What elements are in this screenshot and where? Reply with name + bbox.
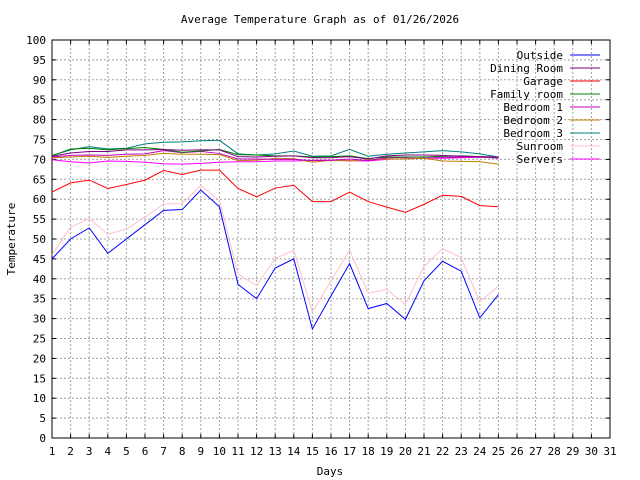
legend-label-bedroom-1: Bedroom 1 [503,101,563,114]
series-line-bedroom-2 [51,152,499,165]
series-line-garage [51,169,499,213]
x-tick-label: 25 [492,445,505,458]
grid [52,40,610,438]
x-tick-label: 28 [548,445,561,458]
y-axis-label: Temperature [5,203,18,276]
series-line-sunroom [51,185,499,314]
legend-label-sunroom: Sunroom [517,140,564,153]
series-line-dining-room [51,148,499,160]
x-tick-label: 15 [306,445,319,458]
x-tick-label: 10 [213,445,226,458]
x-tick-label: 20 [399,445,412,458]
x-tick-label: 14 [287,445,301,458]
series-lines [51,139,499,331]
legend-label-family-room: Family room [490,88,563,101]
legend-label-servers: Servers [517,153,563,166]
y-tick-label: 0 [39,432,46,445]
y-tick-label: 70 [33,153,46,166]
x-tick-label: 17 [343,445,356,458]
x-tick-label: 22 [436,445,449,458]
y-tick-label: 95 [33,54,46,67]
series-line-outside [51,189,499,331]
x-axis-ticks: 1 2 3 4 5 6 7 8 9 10 11 12 13 14 15 16 17 18 19 20 21 22 23 24 2… [49,40,617,458]
y-tick-label: 60 [33,193,46,206]
y-tick-label: 10 [33,392,46,405]
x-tick-label: 3 [86,445,93,458]
x-tick-label: 30 [585,445,598,458]
x-tick-label: 27 [529,445,542,458]
y-tick-label: 75 [33,134,46,147]
x-tick-label: 7 [160,445,167,458]
x-tick-label: 12 [250,445,263,458]
x-tick-label: 8 [179,445,186,458]
x-tick-label: 19 [380,445,393,458]
y-tick-label: 80 [33,114,46,127]
x-tick-label: 5 [123,445,130,458]
x-tick-label: 26 [510,445,523,458]
x-tick-label: 2 [67,445,74,458]
y-tick-label: 5 [39,412,46,425]
y-tick-label: 100 [26,34,46,47]
x-tick-label: 1 [49,445,56,458]
y-tick-label: 85 [33,94,46,107]
y-tick-label: 65 [33,173,46,186]
chart-title: Average Temperature Graph as of 01/26/20… [181,13,459,26]
y-tick-label: 50 [33,233,46,246]
y-tick-label: 35 [33,293,46,306]
y-tick-label: 40 [33,273,46,286]
x-tick-label: 16 [324,445,337,458]
legend-label-garage: Garage [523,75,563,88]
y-tick-label: 30 [33,313,46,326]
y-tick-label: 90 [33,74,46,87]
y-tick-label: 45 [33,253,46,266]
y-tick-label: 25 [33,333,46,346]
x-tick-label: 11 [231,445,244,458]
y-tick-label: 20 [33,352,46,365]
x-tick-label: 24 [473,445,487,458]
x-tick-label: 9 [197,445,204,458]
y-axis-ticks: 0 5 10 15 20 25 30 35 40 45 50 55 60 65 70 75 80 85 90 95 10… [26,34,610,445]
legend-label-dining-room: Dining Room [490,62,563,75]
x-tick-label: 21 [417,445,430,458]
x-tick-label: 6 [142,445,149,458]
x-tick-label: 4 [104,445,111,458]
x-tick-label: 31 [603,445,616,458]
y-tick-label: 55 [33,213,46,226]
legend-label-bedroom-2: Bedroom 2 [503,114,563,127]
legend-label-bedroom-3: Bedroom 3 [503,127,563,140]
x-tick-label: 18 [362,445,375,458]
x-tick-label: 23 [455,445,468,458]
y-tick-label: 15 [33,372,46,385]
legend-label-outside: Outside [517,49,563,62]
x-tick-label: 13 [269,445,282,458]
x-axis-label: Days [317,465,344,478]
x-tick-label: 29 [566,445,579,458]
